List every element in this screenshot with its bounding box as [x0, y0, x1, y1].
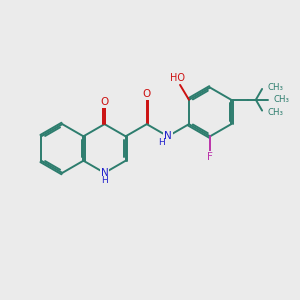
Text: N: N	[101, 168, 108, 178]
Text: CH₃: CH₃	[267, 83, 284, 92]
Text: H: H	[101, 176, 108, 185]
Text: F: F	[207, 152, 213, 162]
Text: O: O	[100, 97, 109, 107]
Text: H: H	[158, 138, 165, 147]
Text: O: O	[142, 89, 151, 99]
Text: CH₃: CH₃	[274, 95, 290, 104]
Text: HO: HO	[169, 74, 184, 83]
Text: CH₃: CH₃	[267, 108, 284, 117]
Text: N: N	[164, 131, 172, 141]
